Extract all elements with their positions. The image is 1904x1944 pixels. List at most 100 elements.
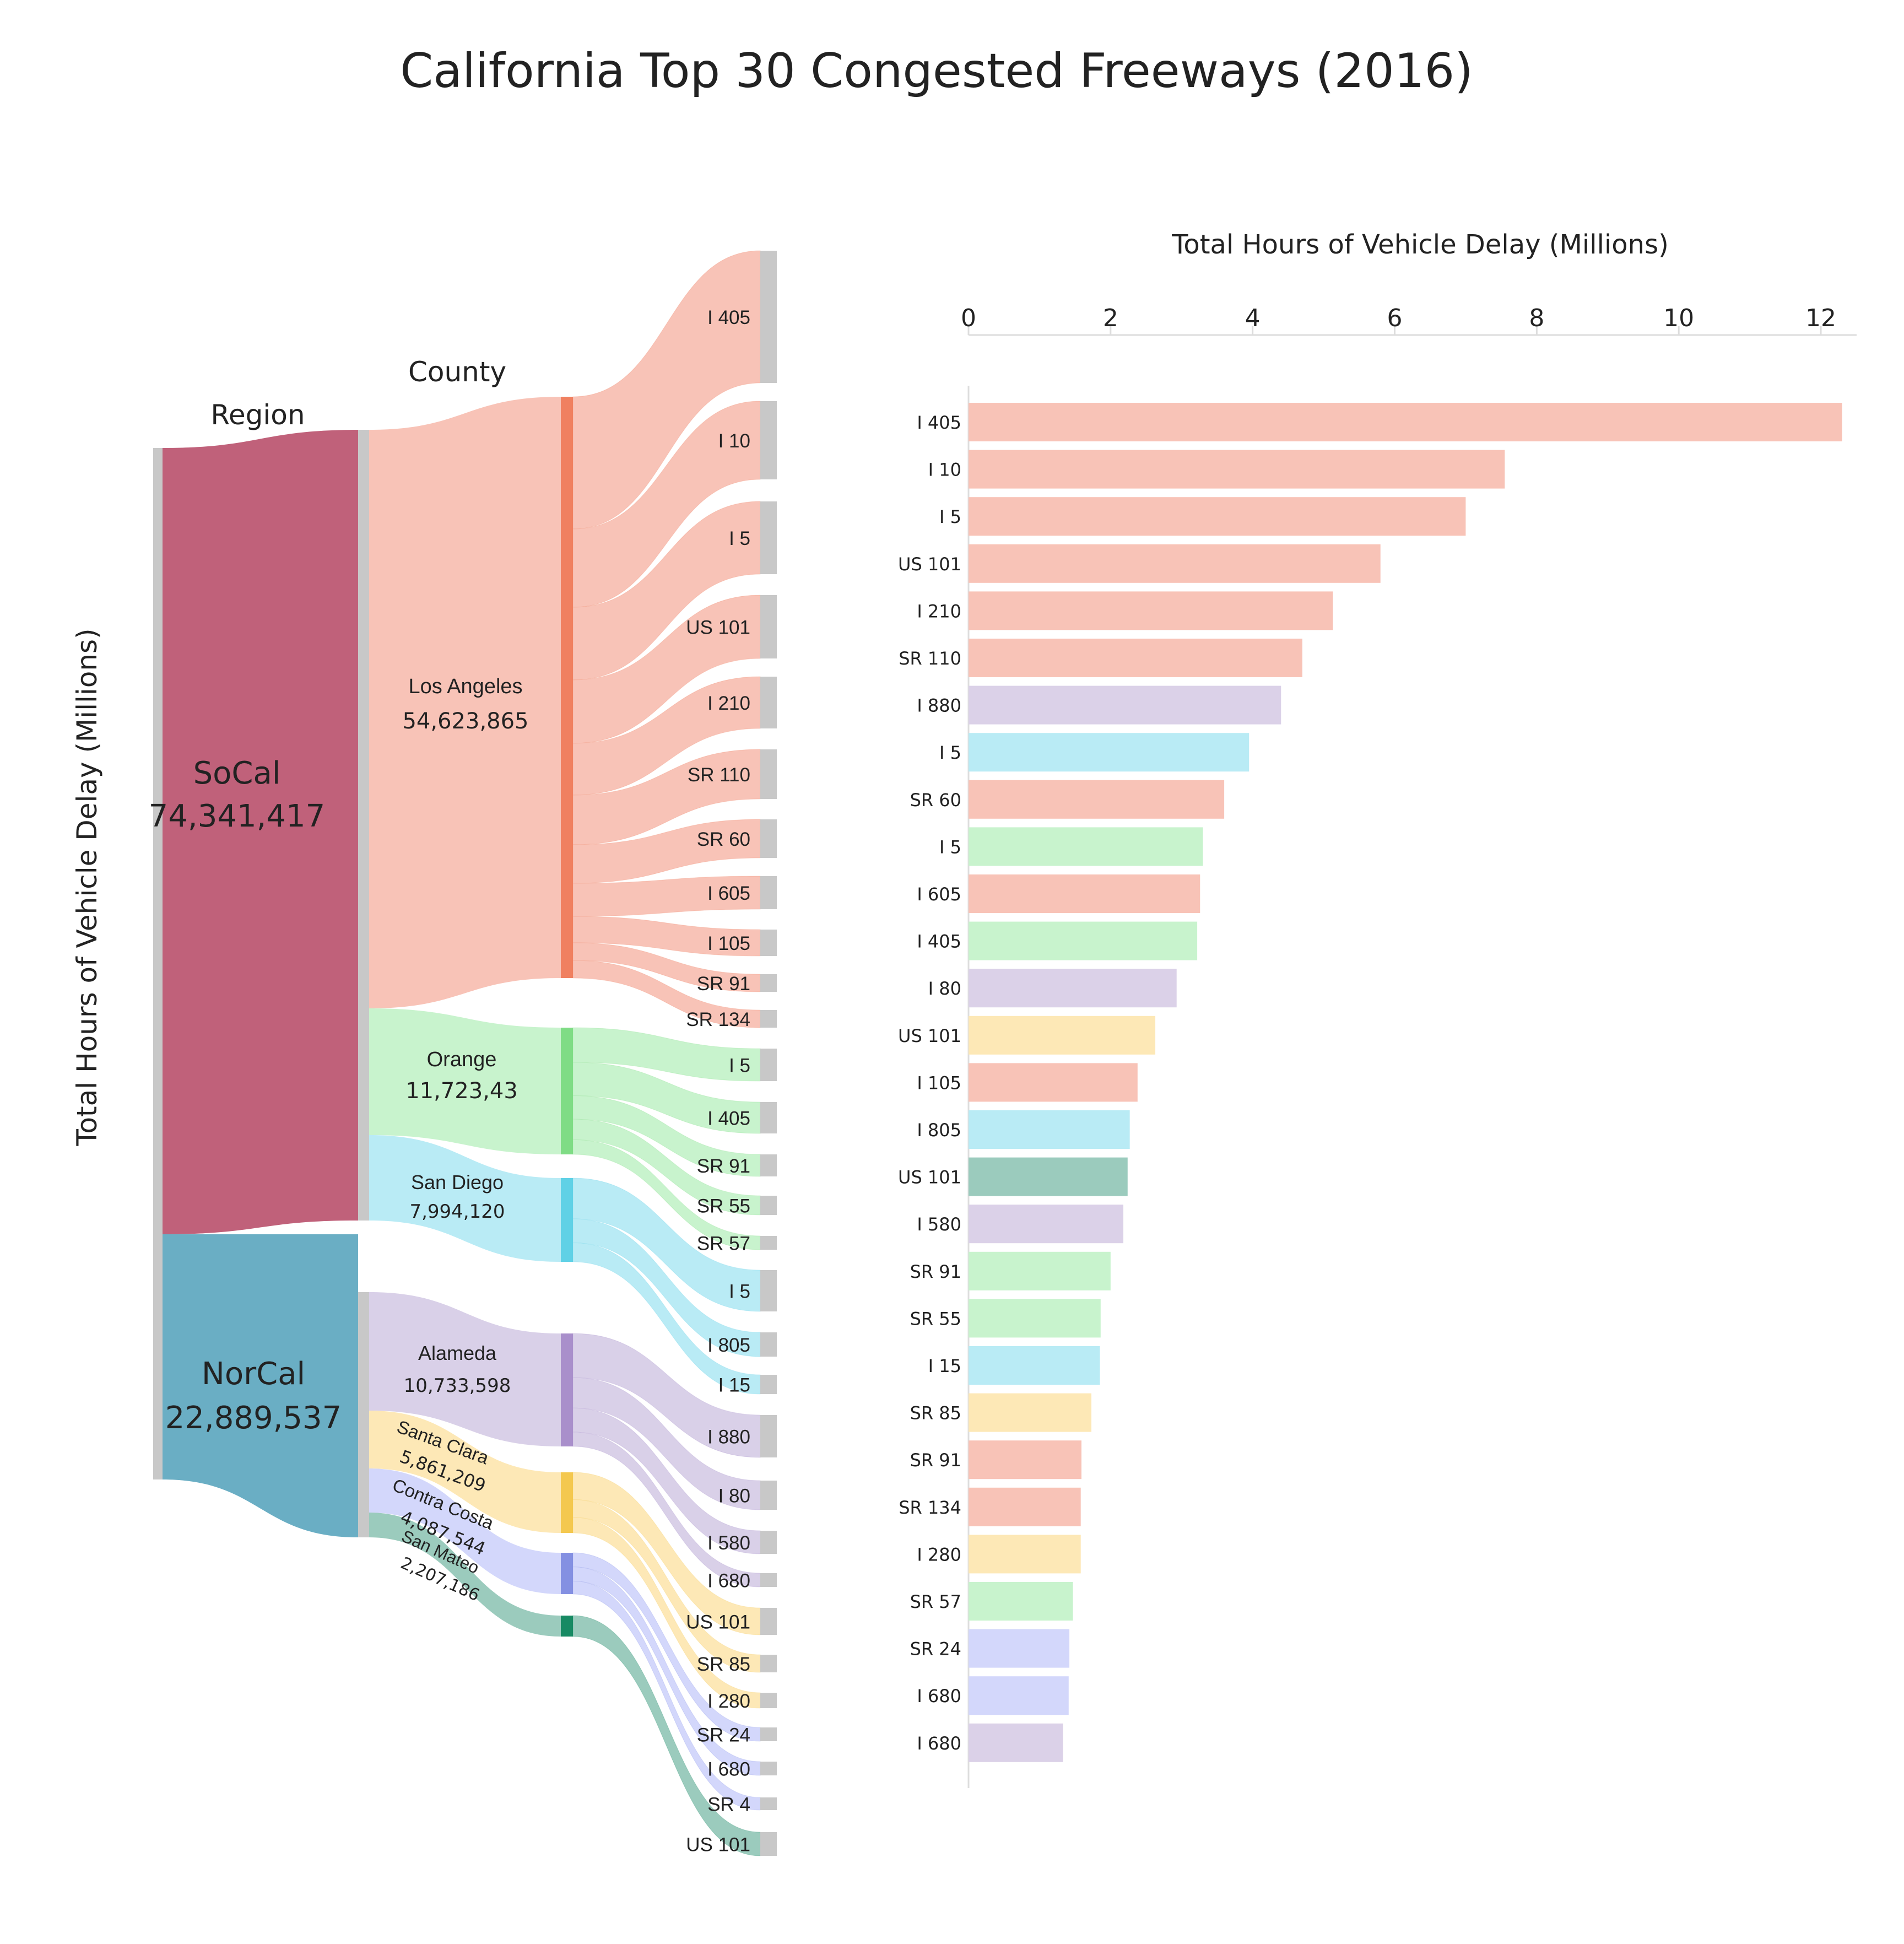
freeway-node <box>760 1608 777 1635</box>
freeway-node <box>760 1236 777 1250</box>
bar <box>969 1110 1130 1149</box>
freeway-label: US 101 <box>686 1834 750 1856</box>
county-bar-santa-clara <box>561 1472 573 1533</box>
freeway-node <box>760 1727 777 1741</box>
bar-category-label: I 880 <box>917 695 961 716</box>
region-node-norcal <box>153 1234 163 1479</box>
county-value-orange: 11,723,43 <box>405 1078 518 1104</box>
bar-category-label: I 405 <box>917 931 961 952</box>
freeway-node <box>760 1196 777 1215</box>
freeway-label: SR 57 <box>697 1233 750 1255</box>
bar-category-label: US 101 <box>898 1025 961 1046</box>
bar <box>969 544 1381 583</box>
freeway-node <box>760 1573 777 1587</box>
county-label-san-diego: San Diego <box>411 1171 504 1194</box>
freeway-node <box>760 749 777 799</box>
freeway-label: I 605 <box>707 883 750 904</box>
bar <box>969 1723 1063 1762</box>
freeway-node <box>760 1102 777 1133</box>
bar <box>969 1393 1092 1432</box>
county-bar-los-angeles <box>561 397 573 978</box>
freeway-node <box>760 1655 777 1672</box>
bar-category-label: I 405 <box>917 412 961 433</box>
region-body-socal <box>163 430 358 1234</box>
freeway-node <box>760 677 777 728</box>
freeway-label: I 105 <box>707 933 750 954</box>
bar <box>969 1251 1111 1290</box>
bar-category-label: I 680 <box>917 1686 961 1707</box>
bar-category-label: SR 60 <box>910 790 961 811</box>
county-label-orange: Orange <box>427 1048 497 1071</box>
county-bar-orange <box>561 1028 573 1154</box>
region-label-socal: SoCal <box>193 755 281 791</box>
freeway-label: I 5 <box>729 528 750 549</box>
x-tick-label: 6 <box>1387 304 1403 332</box>
county-label-los-angeles: Los Angeles <box>408 675 522 698</box>
bar <box>969 639 1302 677</box>
freeway-node <box>760 595 777 658</box>
bar-category-label: SR 91 <box>910 1261 961 1282</box>
freeway-label: SR 91 <box>697 1155 750 1177</box>
freeway-label: I 80 <box>718 1486 750 1507</box>
bar <box>969 921 1198 960</box>
freeway-label: I 405 <box>707 1108 750 1130</box>
county-node-contra-costa <box>358 1468 369 1513</box>
bar-category-label: I 680 <box>917 1733 961 1754</box>
freeway-node <box>760 251 777 383</box>
bar-category-label: I 15 <box>928 1356 961 1376</box>
county-column-label: County <box>408 356 506 388</box>
x-tick-label: 0 <box>961 304 976 332</box>
bar <box>969 450 1505 489</box>
freeway-label: SR 24 <box>697 1725 750 1746</box>
freeway-node <box>760 1154 777 1176</box>
freeway-node <box>760 819 777 858</box>
county-body-orange <box>369 1008 561 1154</box>
freeway-node <box>760 1332 777 1357</box>
x-tick-label: 10 <box>1663 304 1694 332</box>
county-body-santa-clara <box>369 1411 561 1533</box>
bar <box>969 1063 1138 1102</box>
freeway-label: I 15 <box>718 1375 750 1396</box>
county-node-santa-clara <box>358 1411 369 1468</box>
county-body-los-angeles <box>369 397 561 1008</box>
bar <box>969 685 1281 725</box>
bar-category-label: SR 134 <box>899 1497 961 1518</box>
freeway-node <box>760 1010 777 1028</box>
county-bar-san-mateo <box>561 1616 573 1637</box>
freeway-node <box>760 1762 777 1775</box>
freeway-node <box>760 1693 777 1708</box>
freeway-label: I 680 <box>707 1570 750 1592</box>
bar <box>969 403 1842 441</box>
freeway-label: I 280 <box>707 1691 750 1712</box>
freeway-label: SR 55 <box>697 1196 750 1217</box>
bar <box>969 1016 1156 1055</box>
freeway-label: US 101 <box>686 617 750 639</box>
bar-category-label: US 101 <box>898 554 961 575</box>
bar-category-label: I 5 <box>939 742 961 763</box>
bar-category-label: SR 91 <box>910 1450 961 1471</box>
bar <box>969 1676 1069 1715</box>
bar-x-axis-title: Total Hours of Vehicle Delay (Millions) <box>1171 229 1669 260</box>
county-node-san-diego <box>358 1135 369 1221</box>
freeway-label: I 880 <box>707 1427 750 1448</box>
bar-category-label: I 105 <box>917 1072 961 1093</box>
bar <box>969 1582 1073 1621</box>
bar-category-label: SR 57 <box>910 1591 961 1612</box>
freeway-node <box>760 501 777 574</box>
x-tick-label: 2 <box>1103 304 1118 332</box>
freeway-node <box>760 1797 777 1810</box>
bar-category-label: I 5 <box>939 506 961 527</box>
freeway-node <box>760 1832 777 1856</box>
freeway-label: I 580 <box>707 1532 750 1554</box>
freeway-node <box>760 1415 777 1457</box>
freeway-label: I 805 <box>707 1335 750 1356</box>
freeway-node <box>760 1049 777 1081</box>
county-value-alameda: 10,733,598 <box>404 1375 511 1397</box>
freeway-label: I 5 <box>729 1055 750 1077</box>
bar-category-label: SR 85 <box>910 1403 961 1424</box>
bar <box>969 1205 1124 1244</box>
county-node-orange <box>358 1008 369 1135</box>
freeway-label: I 5 <box>729 1281 750 1303</box>
county-value-los-angeles: 54,623,865 <box>402 709 528 734</box>
bar <box>969 827 1203 866</box>
